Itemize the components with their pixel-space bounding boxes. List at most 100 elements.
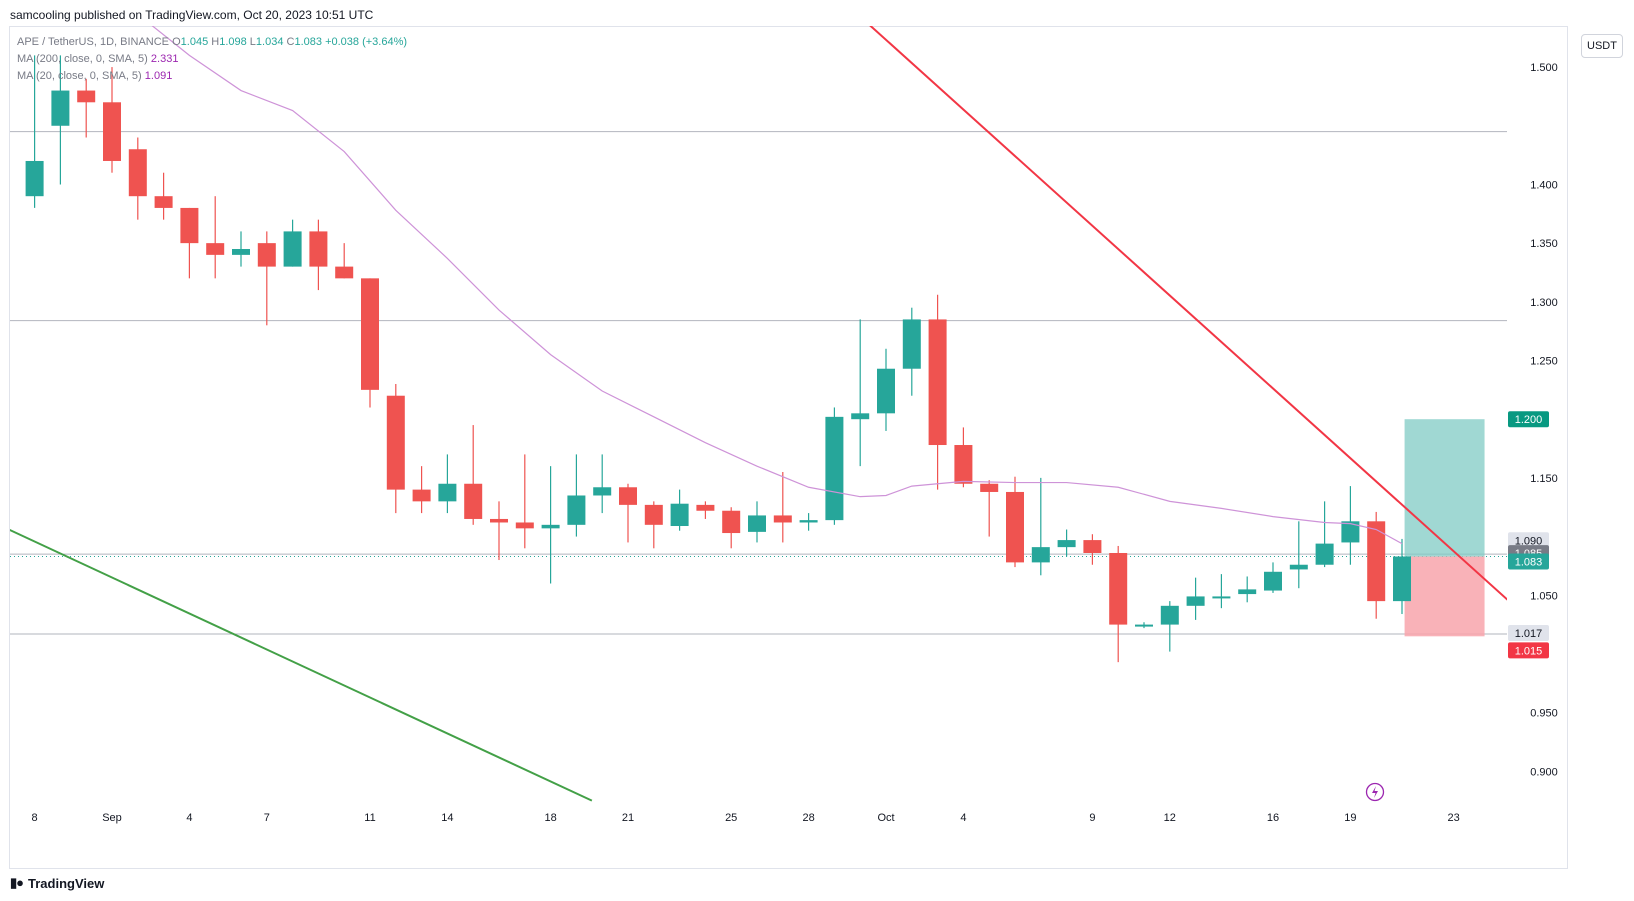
y-tick-label: 1.500 xyxy=(1530,62,1558,74)
candle-body[interactable] xyxy=(1160,605,1179,625)
x-tick-label: 14 xyxy=(441,812,453,824)
x-tick-label: 21 xyxy=(622,812,634,824)
x-tick-label: Sep xyxy=(102,812,122,824)
price-label-box xyxy=(1508,411,1549,428)
candle-body[interactable] xyxy=(309,231,328,267)
candle-body[interactable] xyxy=(954,445,973,484)
candle-body[interactable] xyxy=(644,504,663,525)
candle-body[interactable] xyxy=(1057,540,1076,548)
candle-body[interactable] xyxy=(25,160,44,197)
tradingview-logo[interactable]: ▮● TradingView xyxy=(10,875,104,891)
candle-body[interactable] xyxy=(619,487,637,505)
legend-change: +0.038 (+3.64%) xyxy=(325,36,408,48)
legend-symbol[interactable]: APE / TetherUS, 1D, BINANCE xyxy=(17,36,170,48)
candle-body[interactable] xyxy=(593,487,612,496)
candle-body[interactable] xyxy=(128,149,147,197)
candle-body[interactable] xyxy=(670,503,689,527)
candle-body[interactable] xyxy=(51,90,70,126)
candle-body[interactable] xyxy=(1031,547,1050,563)
candle-body[interactable] xyxy=(748,515,766,532)
x-tick-label: 25 xyxy=(725,812,737,824)
candle-body[interactable] xyxy=(386,395,405,490)
candle-body[interactable] xyxy=(980,483,999,492)
candle-body[interactable] xyxy=(1135,624,1153,627)
candle-body[interactable] xyxy=(1006,491,1024,563)
y-tick-label: 1.250 xyxy=(1530,356,1558,368)
y-tick-label: 1.300 xyxy=(1530,297,1558,309)
tradingview-logo-text: TradingView xyxy=(28,875,105,891)
candle-body[interactable] xyxy=(154,196,173,208)
x-tick-label: 7 xyxy=(264,812,270,824)
candle-body[interactable] xyxy=(361,278,379,390)
candle-body[interactable] xyxy=(877,368,895,414)
candle-body[interactable] xyxy=(1264,571,1282,591)
publisher-line: samcooling published on TradingView.com,… xyxy=(10,8,374,22)
candle-body[interactable] xyxy=(928,319,947,446)
tradingview-logo-icon: ▮● xyxy=(10,875,24,890)
candle-body[interactable] xyxy=(799,520,818,523)
legend-close-label: C xyxy=(286,36,295,48)
candle-body[interactable] xyxy=(1238,589,1257,595)
candle-body[interactable] xyxy=(490,518,508,523)
candle-body[interactable] xyxy=(696,504,715,511)
currency-unit-button[interactable]: USDT xyxy=(1581,34,1623,58)
green-trendline[interactable] xyxy=(9,528,593,802)
candle-body[interactable] xyxy=(180,207,199,244)
x-tick-label: 11 xyxy=(364,812,375,824)
x-tick-label: 4 xyxy=(960,812,966,824)
candle-body[interactable] xyxy=(257,243,276,267)
candle-body[interactable] xyxy=(1393,556,1411,602)
chart-frame xyxy=(9,26,1568,869)
legend-close: 1.083 xyxy=(294,36,322,48)
long-position-target-zone[interactable] xyxy=(1404,419,1485,557)
y-tick-label: 0.950 xyxy=(1530,708,1558,720)
candle-body[interactable] xyxy=(773,515,792,523)
candle-body[interactable] xyxy=(1212,596,1231,599)
legend-ma20-row[interactable]: MA (20, close, 0, SMA, 5) 1.091 xyxy=(17,68,407,85)
candle-body[interactable] xyxy=(515,522,534,529)
price-label: 1.200 xyxy=(1515,414,1543,426)
x-tick-label: 16 xyxy=(1267,812,1279,824)
candle-body[interactable] xyxy=(851,413,870,420)
legend-high: 1.098 xyxy=(219,36,247,48)
candle-body[interactable] xyxy=(464,483,483,519)
candle-body[interactable] xyxy=(902,319,921,369)
candle-body[interactable] xyxy=(412,489,431,502)
candle-body[interactable] xyxy=(1109,552,1128,625)
x-tick-label: 8 xyxy=(32,812,38,824)
candle-body[interactable] xyxy=(206,243,225,255)
candle-body[interactable] xyxy=(232,249,250,255)
legend-open-label: O xyxy=(172,36,181,48)
price-label-box xyxy=(1508,624,1549,641)
candle-body[interactable] xyxy=(438,483,457,502)
x-tick-label: 18 xyxy=(544,812,556,824)
candle-body[interactable] xyxy=(567,495,586,525)
candle-body[interactable] xyxy=(541,524,560,529)
price-label-box xyxy=(1508,532,1549,549)
ma-line[interactable] xyxy=(138,14,1403,545)
candle-body[interactable] xyxy=(283,231,302,267)
legend-ohlc-row: APE / TetherUS, 1D, BINANCE O1.045 H1.09… xyxy=(17,34,407,51)
lightning-icon[interactable] xyxy=(1365,782,1385,802)
candle-body[interactable] xyxy=(1341,521,1360,543)
candle-body[interactable] xyxy=(103,102,121,161)
legend-ma200-row[interactable]: MA (200, close, 0, SMA, 5) 2.331 xyxy=(17,51,407,68)
candle-body[interactable] xyxy=(1367,521,1386,602)
candle-body[interactable] xyxy=(1289,564,1308,570)
x-tick-label: 23 xyxy=(1447,812,1459,824)
x-tick-label: 19 xyxy=(1344,812,1356,824)
price-label: 1.017 xyxy=(1515,628,1543,640)
candle-body[interactable] xyxy=(1083,540,1102,553)
legend-high-label: H xyxy=(211,36,220,48)
candle-body[interactable] xyxy=(1186,596,1205,606)
candle-body[interactable] xyxy=(1315,543,1334,565)
candle-body[interactable] xyxy=(77,90,96,103)
legend-ma20-label: MA (20, close, 0, SMA, 5) xyxy=(17,70,142,82)
price-label-box xyxy=(1508,642,1549,659)
candle-body[interactable] xyxy=(825,416,844,521)
candle-body[interactable] xyxy=(722,510,741,534)
long-position-stop-zone[interactable] xyxy=(1404,556,1485,637)
red-trendline[interactable] xyxy=(858,14,1513,604)
candle-body[interactable] xyxy=(335,266,354,279)
